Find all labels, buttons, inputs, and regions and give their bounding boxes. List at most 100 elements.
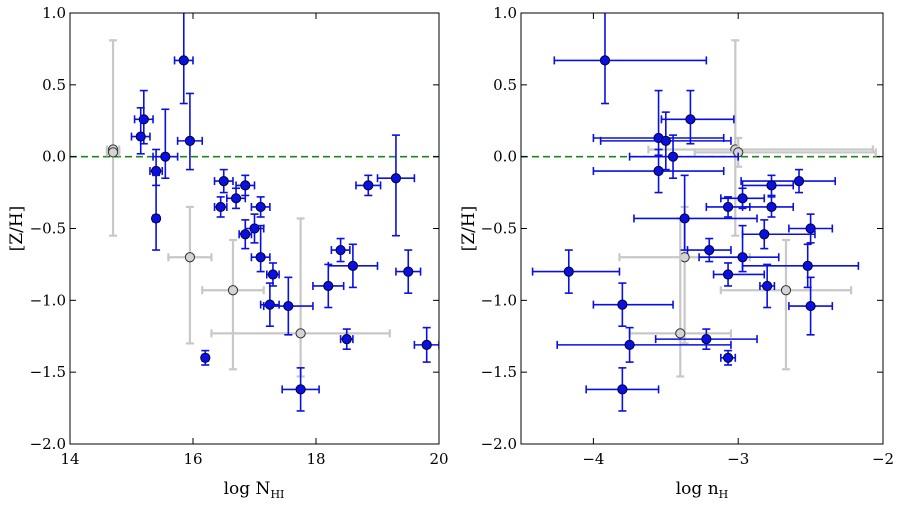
- left-x-tick-label: 18: [306, 450, 325, 468]
- right-x-tick-label: −4: [582, 450, 604, 468]
- detection-point: [740, 168, 837, 194]
- detection-marker: [722, 201, 734, 213]
- right-y-tick-label: −2.0: [481, 435, 517, 453]
- detection-point: [376, 134, 416, 237]
- limit-point: [201, 238, 265, 371]
- detection-marker: [230, 193, 242, 204]
- detection-marker: [264, 299, 275, 310]
- right-x-tick-label: −3: [727, 450, 749, 468]
- detection-point: [413, 326, 439, 363]
- detection-marker: [766, 201, 777, 213]
- detection-point: [226, 187, 247, 210]
- detection-marker: [347, 260, 358, 271]
- left-x-axis-label-sub: HI: [270, 488, 284, 501]
- detection-marker: [617, 384, 628, 395]
- right-y-tick-label: 0.5: [493, 76, 517, 94]
- right-y-tick-label: 1.0: [493, 4, 517, 22]
- detection-point: [759, 263, 776, 309]
- detection-point: [660, 89, 735, 145]
- detection-point: [556, 326, 732, 363]
- detection-marker: [805, 223, 816, 234]
- detection-point: [592, 148, 725, 194]
- detection-marker: [240, 180, 251, 191]
- detection-point: [633, 174, 758, 251]
- detection-point: [741, 196, 795, 218]
- left-x-axis-label-main: log N: [224, 479, 271, 499]
- detection-point: [152, 108, 179, 180]
- left-y-tick-label: −1.5: [30, 363, 66, 381]
- detection-point: [553, 13, 708, 105]
- detection-marker: [240, 229, 251, 240]
- detection-marker: [335, 244, 346, 256]
- detection-marker: [151, 165, 162, 177]
- left-detection-points: [130, 13, 439, 412]
- detection-point: [720, 349, 737, 366]
- detection-marker: [685, 114, 696, 125]
- detection-marker: [390, 173, 402, 184]
- left-y-axis-label: [Z/H]: [7, 206, 27, 252]
- detection-marker: [255, 252, 266, 263]
- detection-marker: [653, 165, 664, 177]
- detection-marker: [255, 201, 266, 213]
- detection-point: [250, 224, 271, 273]
- detection-marker: [563, 266, 574, 277]
- detection-marker: [624, 339, 635, 350]
- detection-point: [265, 262, 280, 287]
- detection-marker: [722, 269, 734, 280]
- detection-marker: [617, 299, 628, 310]
- detection-marker: [178, 55, 189, 66]
- detection-point: [213, 168, 234, 194]
- detection-point: [235, 174, 256, 197]
- detection-marker: [295, 384, 306, 395]
- limit-point: [105, 39, 121, 237]
- detection-marker: [701, 334, 712, 345]
- detection-point: [698, 224, 780, 273]
- detection-point: [592, 282, 674, 327]
- right-x-axis-label-main: log n: [676, 479, 719, 499]
- left-y-tick-label: 1.0: [42, 4, 66, 22]
- detection-point: [788, 213, 834, 244]
- limit-point: [628, 217, 733, 378]
- limit-point: [719, 238, 853, 371]
- detection-point: [259, 282, 280, 327]
- right-x-tick-label: −2: [872, 450, 894, 468]
- detection-point: [531, 249, 621, 294]
- limit-marker: [780, 285, 792, 296]
- detection-point: [213, 196, 228, 218]
- detection-marker: [793, 175, 805, 187]
- detection-point: [200, 349, 211, 366]
- detection-point: [355, 174, 382, 197]
- detection-point: [151, 174, 162, 251]
- detection-point: [176, 92, 204, 171]
- detection-marker: [363, 180, 374, 191]
- detection-marker: [151, 213, 162, 224]
- left-y-tick-label: −1.0: [30, 291, 66, 309]
- right-y-tick-label: −0.5: [481, 220, 517, 238]
- limit-marker: [675, 328, 686, 339]
- left-y-tick-label: 0.0: [42, 148, 66, 166]
- detection-point: [395, 249, 422, 294]
- detection-marker: [200, 352, 211, 363]
- detection-marker: [722, 352, 734, 363]
- detection-marker: [599, 55, 611, 66]
- detection-point: [712, 262, 766, 287]
- detection-marker: [802, 260, 813, 271]
- left-y-tick-label: 0.5: [42, 76, 66, 94]
- limit-point: [105, 147, 121, 158]
- left-x-tick-label: 16: [183, 450, 202, 468]
- detection-point: [741, 243, 860, 289]
- right-y-axis-label: [Z/H]: [459, 206, 479, 252]
- detection-point: [281, 367, 320, 412]
- detection-marker: [218, 175, 229, 187]
- left-y-tick-label: −2.0: [30, 435, 66, 453]
- limit-marker: [107, 147, 119, 158]
- left-x-tick-label: 14: [60, 450, 79, 468]
- left-y-tick-label: −0.5: [30, 220, 66, 238]
- detection-marker: [135, 131, 146, 142]
- limit-marker: [295, 328, 306, 339]
- detection-point: [599, 111, 732, 171]
- detection-marker: [184, 135, 196, 146]
- detection-point: [585, 367, 660, 412]
- left-axis-ticks: 14 16 18 20 1.0 0.5 0.0 −0.5 −1.0 −1.5 −2.0: [30, 4, 449, 468]
